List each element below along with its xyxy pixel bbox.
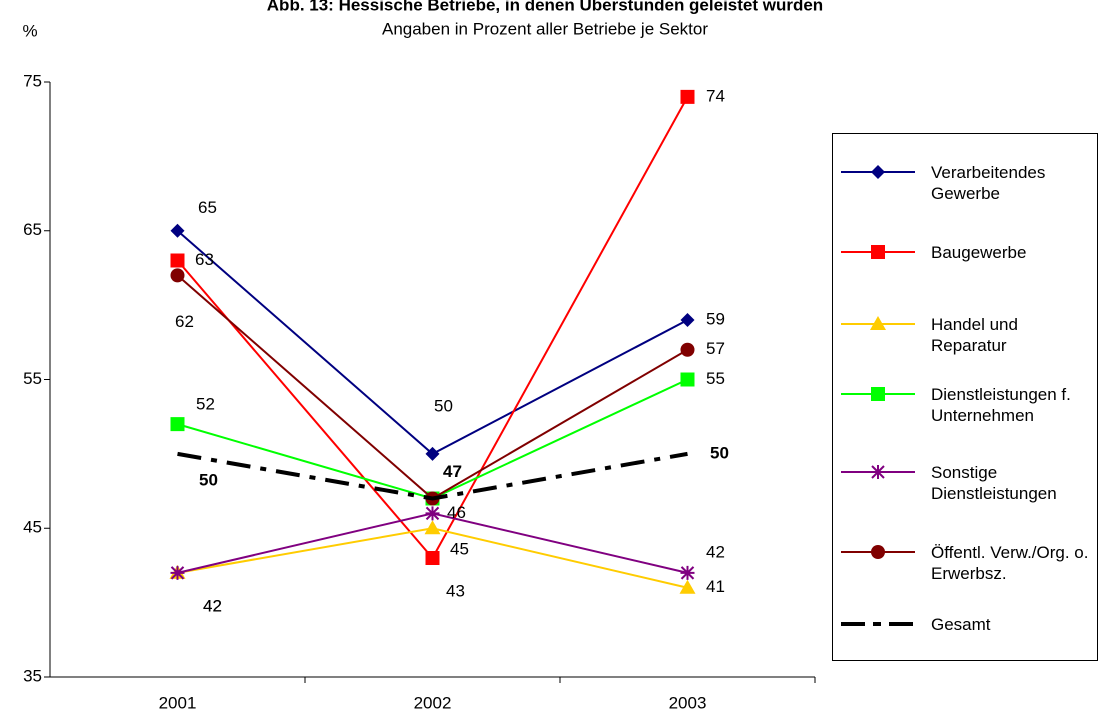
data-label: 42 [203,596,222,615]
data-label: 55 [706,369,725,388]
marker [170,417,185,432]
y-tick-label: 75 [23,71,42,90]
data-label: 65 [198,198,217,217]
data-label: 50 [434,396,453,415]
marker [170,268,185,283]
x-tick-label: 2002 [414,693,452,712]
legend-item: Sonstige Dienstleistungen [833,452,1099,503]
data-label: 43 [446,581,465,600]
legend-swatch [841,165,915,179]
legend-item: Handel und Reparatur [833,304,1099,355]
marker [425,446,440,461]
marker [425,506,440,521]
x-tick-label: 2001 [159,693,197,712]
series-line [176,96,689,560]
legend-marker [870,316,886,330]
marker [170,565,185,580]
legend-label: Sonstige Dienstleistungen [931,463,1057,503]
data-label: 47 [443,462,462,481]
legend-swatch [841,316,915,330]
series-line [177,451,688,501]
marker [170,223,185,238]
legend-swatch [841,545,915,559]
y-axis-label: % [22,21,37,40]
legend-label: Öffentl. Verw./Org. o. Erwerbsz. [931,543,1089,583]
data-label: 45 [450,540,469,559]
marker [170,253,185,268]
legend-swatch [841,465,915,479]
legend-swatch [841,245,915,259]
legend-marker [871,545,885,559]
legend-item: Verarbeitendes Gewerbe [833,152,1099,203]
data-label: 63 [195,250,214,269]
marker [680,342,695,357]
legend-marker [871,165,885,179]
legend-item: Gesamt [833,604,1099,654]
data-label: 42 [203,596,222,615]
legend-label: Gesamt [931,615,991,634]
data-label: 57 [706,339,725,358]
data-label: 74 [706,86,725,105]
y-tick-label: 45 [23,518,42,537]
legend: Verarbeitendes Gewerbe Baugewerbe Handel u… [832,133,1098,661]
marker [680,313,695,327]
legend-item: Öffentl. Verw./Org. o. Erwerbsz. [833,532,1099,583]
y-tick-label: 65 [23,220,42,239]
legend-item: Baugewerbe [833,232,1099,282]
marker [424,520,441,535]
series-line [176,274,689,500]
y-tick-label: 55 [23,369,42,388]
data-label: 62 [175,312,194,331]
legend-label: Baugewerbe [931,243,1027,262]
legend-swatch [841,387,915,401]
data-label: 50 [710,443,729,462]
marker [425,551,440,565]
series-line [177,378,688,500]
legend-marker [871,465,885,479]
x-tick-label: 2003 [669,693,707,712]
legend-label: Handel und Reparatur [931,315,1018,355]
chart-subtitle: Angaben in Prozent aller Betriebe je Sek… [382,19,708,38]
data-label: 41 [706,577,725,596]
legend-label: Verarbeitendes Gewerbe [931,163,1046,203]
legend-marker [871,245,885,259]
legend-marker [871,387,885,401]
marker [680,372,695,387]
legend-label: Dienstleistungen f. Unternehmen [931,385,1071,425]
marker [680,565,695,580]
legend-swatch [841,622,915,626]
marker [680,89,695,104]
data-label: 50 [199,470,218,489]
data-label: 47 [443,462,462,481]
data-label: 52 [196,395,215,414]
data-label: 59 [706,309,725,328]
data-label: 42 [706,542,725,561]
legend-item: Dienstleistungen f. Unternehmen [833,374,1099,425]
marker [679,579,696,594]
data-label: 46 [447,503,466,522]
chart-title: Abb. 13: Hessische Betriebe, in denen Üb… [267,0,823,14]
y-tick-label: 35 [23,666,42,685]
data-label: 47 [443,462,462,481]
